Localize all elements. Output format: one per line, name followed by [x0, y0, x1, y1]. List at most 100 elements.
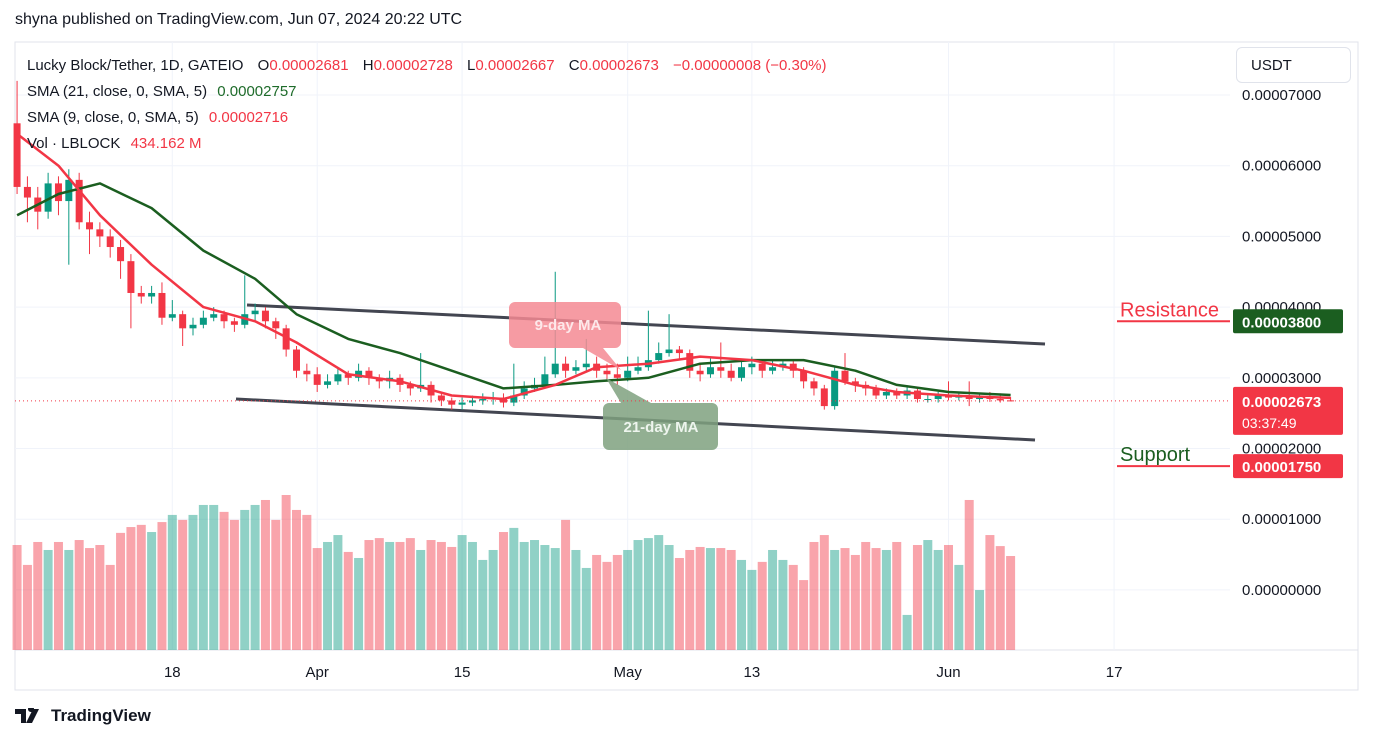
- y-tick-label: 0.00006000: [1242, 158, 1321, 175]
- trend-line: [246, 303, 1046, 346]
- volume-bar: [830, 549, 840, 650]
- candle-body: [230, 321, 238, 325]
- candle-body: [934, 395, 942, 400]
- candle-body: [582, 363, 590, 368]
- volume-bar: [95, 545, 105, 650]
- level-box: [1233, 309, 1343, 334]
- candle-body: [96, 229, 104, 237]
- sma-line: [16, 182, 1011, 397]
- volume-bar: [674, 557, 684, 650]
- volume-bar: [912, 545, 922, 650]
- candle-body: [541, 374, 549, 385]
- ohlc-value: 0.00002667: [475, 57, 555, 74]
- volume-bar: [364, 540, 374, 650]
- volume-bar: [809, 541, 819, 650]
- x-tick-label: May: [614, 664, 643, 681]
- x-tick-label: 15: [454, 664, 471, 681]
- callout-text: 9-day MA: [535, 317, 602, 334]
- volume-bar: [757, 561, 767, 650]
- publisher-line: shyna published on TradingView.com, Jun …: [15, 11, 463, 28]
- candle-body: [23, 186, 31, 198]
- x-tick-label: Apr: [306, 664, 329, 681]
- candle-body: [437, 395, 445, 401]
- x-tick-label: 13: [744, 664, 761, 681]
- volume-bar: [447, 546, 457, 650]
- volume-bar: [747, 569, 757, 650]
- volume-bar: [105, 564, 115, 650]
- candle-body: [468, 400, 476, 403]
- volume-bar: [633, 540, 643, 650]
- volume-bar: [157, 522, 167, 650]
- volume-bar: [519, 541, 529, 650]
- last-price-label: 0.00002673: [1242, 394, 1321, 411]
- volume-bar: [74, 540, 84, 650]
- candle-body: [738, 367, 746, 378]
- candle-body: [303, 370, 311, 375]
- volume-bar: [623, 549, 633, 650]
- volume-bar: [126, 527, 136, 650]
- volume-bar: [209, 504, 219, 650]
- candle-body: [675, 349, 683, 354]
- candle-body: [820, 388, 828, 407]
- volume-bar: [726, 549, 736, 650]
- volume-bar: [43, 549, 53, 650]
- countdown: 03:37:49: [1242, 415, 1297, 431]
- candle-body: [562, 363, 570, 371]
- volume-bar: [385, 541, 395, 650]
- callout-box: [603, 378, 718, 450]
- legend-row: SMA (21, close, 0, SMA, 5) 0.00002757: [27, 79, 827, 105]
- level-text: Support: [1120, 444, 1190, 466]
- volume-bar: [685, 549, 695, 650]
- y-tick-label: 0.00000000: [1242, 582, 1321, 599]
- volume-bar: [147, 532, 157, 650]
- candle-body: [913, 390, 921, 400]
- candle-body: [882, 391, 890, 396]
- volume-bar: [260, 499, 270, 650]
- logo: TradingView: [15, 706, 151, 726]
- volume-bar: [323, 541, 333, 650]
- volume-bar: [819, 535, 829, 650]
- legend-name: SMA (9, close, 0, SMA, 5): [27, 109, 199, 126]
- volume-bar: [581, 567, 591, 650]
- volume-bar: [426, 540, 436, 650]
- candle-body: [148, 292, 156, 297]
- volume-bar: [33, 541, 43, 650]
- candle-body: [893, 391, 901, 396]
- volume-bar: [1006, 556, 1016, 650]
- candle-body: [458, 402, 466, 405]
- volume-bar: [871, 548, 881, 650]
- volume-bar: [488, 549, 498, 650]
- candle-body: [282, 328, 290, 350]
- volume-bar: [664, 545, 674, 650]
- volume-bar: [53, 541, 63, 650]
- volume-bar: [654, 535, 664, 650]
- currency-button[interactable]: USDT: [1236, 47, 1351, 83]
- volume-bar: [716, 548, 726, 650]
- candle-body: [251, 310, 259, 315]
- volume-bar: [405, 538, 415, 650]
- level-box: [1233, 454, 1343, 479]
- candle-body: [179, 314, 187, 329]
- volume-bar: [850, 554, 860, 650]
- x-tick-label: 18: [164, 664, 181, 681]
- candle-body: [727, 370, 735, 378]
- volume-bar: [188, 514, 198, 650]
- volume-bar: [271, 519, 281, 650]
- candle-body: [44, 183, 52, 212]
- candle-body: [510, 395, 518, 403]
- ohlc-key: C: [568, 57, 580, 74]
- volume-bar: [612, 554, 622, 650]
- volume-bar: [509, 527, 519, 650]
- volume-bar: [964, 499, 974, 650]
- logo-text: TradingView: [51, 706, 151, 725]
- volume-bar: [540, 545, 550, 650]
- candle-body: [292, 349, 300, 371]
- volume-bar: [643, 538, 653, 650]
- candle-body: [479, 399, 487, 401]
- volume-bar: [695, 546, 705, 650]
- candle-body: [686, 353, 694, 371]
- legend-value: 434.162 M: [130, 135, 202, 152]
- volume-bar: [240, 509, 250, 650]
- legend-value: 0.00002716: [208, 109, 289, 126]
